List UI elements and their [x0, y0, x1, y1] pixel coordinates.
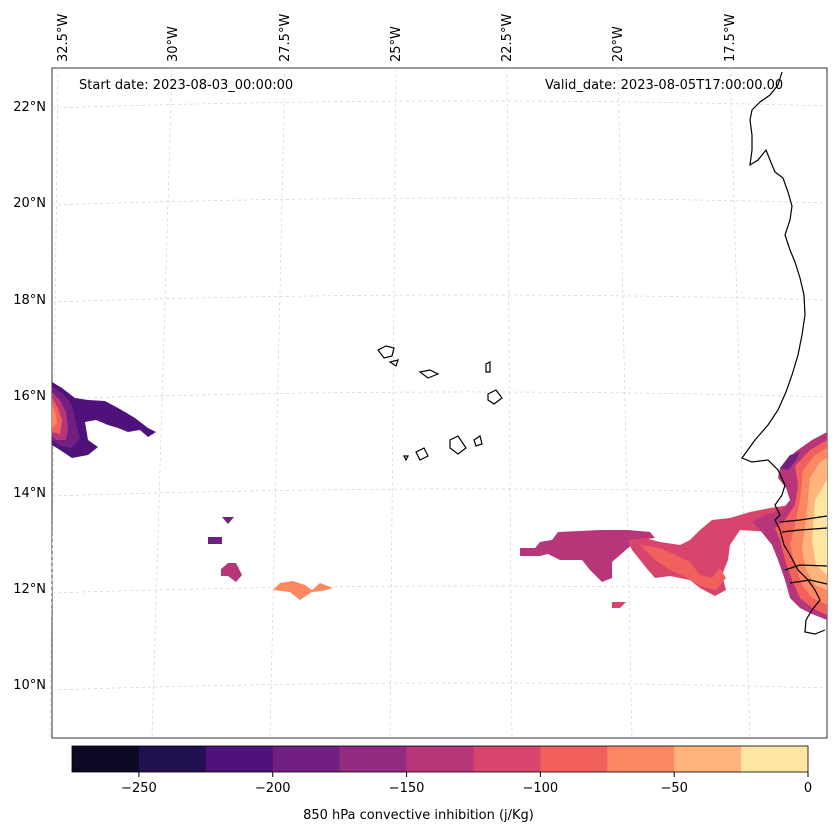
- gridline-lat-12: [51, 585, 828, 594]
- colorbar-label: 850 hPa convective inhibition (j/Kg): [303, 808, 534, 823]
- contour-band-east: [628, 505, 800, 596]
- contour-cell-b: [208, 537, 222, 544]
- colorbar-tick-label: −250: [121, 781, 157, 796]
- contour-cell-e: [612, 602, 626, 608]
- start-date-label: Start date: 2023-08-03_00:00:00: [79, 78, 294, 93]
- longitude-labels: 32.5°W 30°W 27.5°W 25°W 22.5°W 20°W 17.5…: [56, 14, 738, 62]
- island-sal: [485, 361, 491, 373]
- lat-label: 18°N: [13, 293, 46, 308]
- map-frame: [51, 67, 828, 739]
- colorbar-swatch: [339, 746, 408, 772]
- contour-cell-d: [273, 581, 333, 600]
- border-guinea: [789, 579, 828, 585]
- lon-label: 30°W: [166, 26, 181, 62]
- lat-label: 12°N: [13, 582, 46, 597]
- colorbar-swatch: [741, 746, 809, 772]
- contour-band-core: [640, 545, 726, 590]
- lon-label: 20°W: [611, 26, 626, 62]
- island-fogo: [415, 447, 429, 461]
- colorbar-tick-label: −150: [389, 781, 425, 796]
- colorbar-swatch: [473, 746, 541, 772]
- border-gambia-south: [781, 527, 828, 533]
- gridline-lat-20: [51, 197, 828, 206]
- gridline-lat-16: [51, 391, 828, 400]
- colorbar-swatch: [674, 746, 742, 772]
- border-gambia-north: [779, 515, 828, 523]
- lat-label: 10°N: [13, 678, 46, 693]
- gridline-lat-22: [51, 100, 828, 109]
- gridline-lon-25: [389, 67, 397, 739]
- cin-contours: [52, 382, 827, 620]
- coastlines: [377, 71, 828, 635]
- colorbar-swatch: [540, 746, 608, 772]
- gridline-lon-30: [151, 67, 173, 739]
- coastline-africa: [741, 71, 826, 635]
- gridline-lon-17-5: [729, 67, 751, 739]
- lon-label: 17.5°W: [723, 14, 738, 62]
- island-santiago: [449, 435, 467, 455]
- colorbar-swatch: [406, 746, 474, 772]
- colorbar-swatch: [205, 746, 274, 772]
- island-maio: [473, 435, 483, 447]
- colorbar-swatch: [272, 746, 341, 772]
- contour-band-west: [520, 530, 655, 582]
- colorbar-tick-label: −50: [660, 781, 687, 796]
- lon-label: 25°W: [389, 26, 404, 62]
- gridlines: [49, 67, 828, 739]
- gridline-lat-14: [51, 488, 828, 497]
- lon-label: 27.5°W: [278, 14, 293, 62]
- colorbar-tick-label: −100: [523, 781, 559, 796]
- contour-coast-core: [812, 480, 827, 575]
- border-guinea-bissau: [784, 564, 828, 571]
- gridline-lat-10: [51, 682, 828, 691]
- contour-west-core: [52, 406, 57, 428]
- lat-label: 14°N: [13, 486, 46, 501]
- island-sao-nicolau: [418, 369, 440, 379]
- lat-label: 22°N: [13, 100, 46, 115]
- colorbar-swatch: [138, 746, 207, 772]
- colorbar-tick-label: 0: [804, 781, 812, 796]
- island-boa-vista: [487, 389, 503, 405]
- island-santo-antao: [377, 345, 395, 359]
- colorbar-ticks: −250 −200 −150 −100 −50 0: [121, 772, 812, 796]
- contour-coast-cap: [780, 452, 800, 470]
- colorbar-swatch: [607, 746, 675, 772]
- contour-cell-c: [221, 563, 242, 582]
- island-brava: [403, 455, 409, 462]
- gridline-lon-20: [617, 67, 633, 739]
- colorbar: [72, 746, 809, 772]
- lon-label: 22.5°W: [500, 14, 515, 62]
- latitude-labels: 22°N 20°N 18°N 16°N 14°N 12°N 10°N: [13, 100, 46, 693]
- island-sao-vicente: [388, 359, 399, 367]
- lon-label: 32.5°W: [56, 14, 71, 62]
- colorbar-tick-label: −200: [255, 781, 291, 796]
- gridline-lat-18: [51, 294, 828, 303]
- colorbar-frame: [71, 745, 809, 773]
- gridline-lon-32-5: [49, 67, 59, 739]
- contour-cell-a: [222, 517, 234, 524]
- colorbar-swatch: [72, 746, 140, 772]
- gridline-lon-27-5: [269, 67, 286, 739]
- lat-label: 20°N: [13, 196, 46, 211]
- lat-label: 16°N: [13, 389, 46, 404]
- gridline-lon-22-5: [506, 67, 513, 739]
- valid-date-label: Valid_date: 2023-08-05T17:00:00.00: [545, 78, 784, 93]
